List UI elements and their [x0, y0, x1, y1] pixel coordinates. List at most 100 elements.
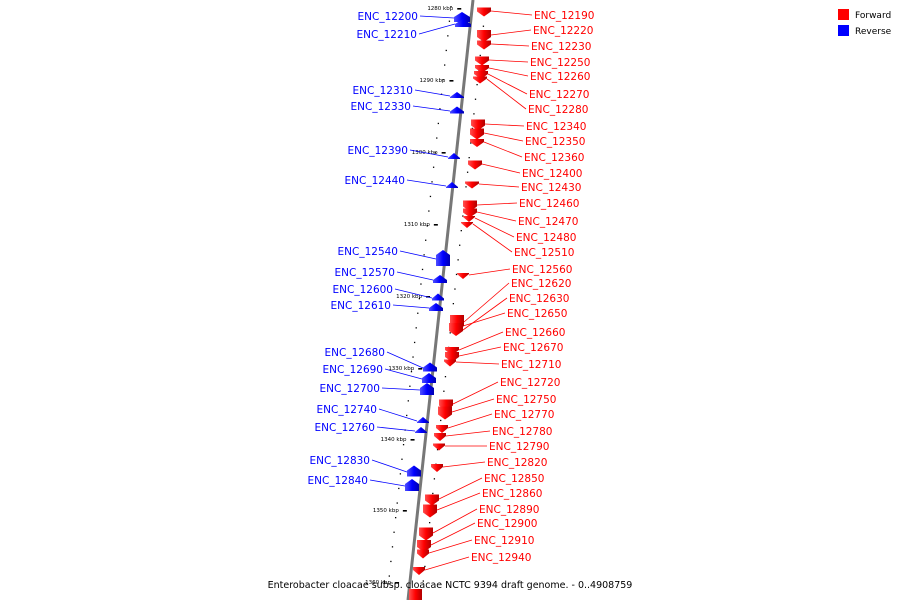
minor-tick: [436, 449, 439, 451]
forward-gene-connector: [474, 217, 515, 238]
minor-tick: [471, 127, 473, 130]
forward-gene-label: ENC_12910: [474, 535, 534, 547]
reverse-gene-connector: [409, 149, 449, 158]
tick-label: 1340 kbp: [381, 437, 407, 443]
forward-gene-label: ENC_12630: [509, 293, 569, 305]
forward-gene-connector: [484, 123, 525, 127]
forward-gene-connector: [458, 346, 502, 357]
reverse-gene-label: ENC_12840: [308, 475, 368, 487]
minor-tick: [428, 210, 430, 212]
major-tick: [418, 368, 423, 370]
forward-gene-label: ENC_12940: [471, 552, 531, 564]
major-tick: [433, 224, 438, 226]
legend-label-forward: Forward: [855, 11, 891, 21]
minor-tick: [412, 356, 414, 358]
minor-tick: [434, 152, 436, 154]
legend-swatch-forward: [838, 9, 849, 20]
reverse-gene-label: ENC_12700: [320, 383, 380, 395]
forward-gene-connector: [490, 43, 530, 47]
legend: Forward Reverse: [838, 9, 892, 37]
forward-gene-glyph: [433, 443, 445, 451]
gene-labels: ENC_12200 ENC_12210 ENC_12310 ENC_12330 ENC_…: [308, 10, 595, 564]
reverse-gene-label: ENC_12830: [310, 455, 370, 467]
minor-tick: [454, 288, 456, 290]
forward-gene-glyph: [449, 323, 463, 331]
forward-gene-connector: [487, 73, 528, 95]
minor-tick: [448, 20, 451, 22]
reverse-gene-connector: [369, 479, 406, 487]
minor-tick: [429, 195, 432, 198]
forward-gene-glyph: [457, 273, 469, 279]
major-tick: [441, 152, 446, 154]
reverse-gene-label: ENC_12200: [358, 11, 418, 23]
minor-tick: [462, 215, 464, 217]
forward-gene-glyph: [431, 464, 443, 472]
reverse-gene-glyph: [423, 362, 437, 372]
forward-gene-glyph: [463, 208, 477, 218]
reverse-gene-connector: [392, 304, 430, 309]
minor-tick: [459, 244, 461, 246]
minor-tick: [442, 79, 444, 81]
forward-gene-connector: [488, 67, 529, 77]
forward-gene-glyph: [470, 139, 484, 147]
forward-gene-glyph: [419, 527, 433, 541]
forward-gene-label: ENC_12890: [479, 504, 539, 516]
reverse-gene-connector: [399, 250, 437, 260]
minor-tick: [401, 458, 403, 460]
forward-gene-glyph: [425, 494, 439, 506]
reverse-gene-label: ENC_12210: [357, 29, 417, 41]
minor-tick: [418, 298, 421, 300]
forward-gene-label: ENC_12790: [489, 441, 549, 453]
minor-tick: [447, 35, 449, 37]
legend-swatch-reverse: [838, 25, 849, 36]
minor-tick: [391, 546, 394, 548]
forward-gene-label: ENC_12710: [501, 359, 561, 371]
reverse-gene-connector: [378, 408, 418, 422]
forward-gene-label: ENC_12820: [487, 457, 547, 469]
reverse-gene-connector: [412, 105, 451, 112]
forward-gene-glyph: [465, 181, 479, 189]
forward-gene-label: ENC_12770: [494, 409, 554, 421]
forward-gene-glyph: [470, 128, 484, 140]
forward-gene-label: ENC_12620: [511, 278, 571, 290]
reverse-gene-label: ENC_12680: [325, 347, 385, 359]
forward-gene-connector: [490, 29, 532, 36]
minor-tick: [432, 166, 435, 168]
forward-gene-label: ENC_12260: [530, 71, 590, 83]
reverse-gene-label: ENC_12760: [315, 422, 375, 434]
minor-tick: [468, 157, 470, 159]
forward-gene-connector: [462, 312, 506, 327]
forward-gene-connector: [445, 430, 491, 437]
forward-gene-label: ENC_12470: [518, 216, 578, 228]
reverse-gene-label: ENC_12740: [317, 404, 377, 416]
forward-gene-label: ENC_12360: [524, 152, 584, 164]
reverse-gene-label: ENC_12310: [353, 85, 413, 97]
minor-tick: [482, 25, 485, 27]
forward-gene-glyph: [438, 406, 452, 420]
reverse-gene-label: ENC_12330: [351, 101, 411, 113]
gene-features: [405, 7, 491, 600]
reverse-gene-glyph: [422, 373, 436, 383]
forward-gene-glyph: [474, 71, 488, 79]
forward-gene-label: ENC_12270: [529, 89, 589, 101]
reverse-gene-label: ENC_12610: [331, 300, 391, 312]
forward-gene-connector: [452, 381, 499, 405]
minor-tick: [452, 303, 455, 305]
minor-tick: [390, 560, 392, 563]
forward-gene-label: ENC_12650: [507, 308, 567, 320]
forward-gene-label: ENC_12720: [500, 377, 560, 389]
forward-gene-label: ENC_12670: [503, 342, 563, 354]
tick-label: 1350 kbp: [373, 508, 399, 514]
minor-tick: [424, 565, 426, 568]
reverse-gene-connector: [376, 426, 416, 432]
reverse-gene-connector: [386, 351, 424, 369]
forward-gene-connector: [432, 508, 478, 534]
forward-gene-connector: [472, 223, 513, 253]
minor-tick: [398, 487, 400, 490]
forward-gene-label: ENC_12510: [514, 247, 574, 259]
reverse-gene-glyph: [405, 479, 419, 491]
minor-tick: [449, 332, 451, 334]
minor-tick: [474, 98, 477, 100]
forward-gene-glyph: [445, 347, 459, 355]
